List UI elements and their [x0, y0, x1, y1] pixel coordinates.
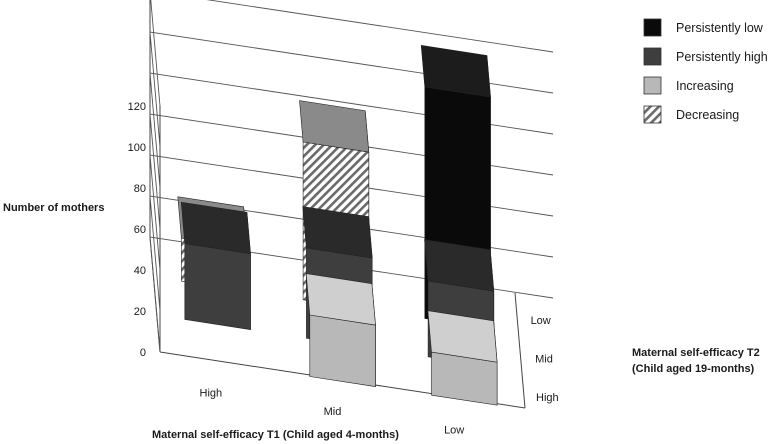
gridline	[149, 195, 554, 312]
gridline	[150, 0, 554, 107]
bar-front-face	[184, 243, 251, 330]
x-tick-label: Low	[444, 425, 464, 437]
bars	[177, 45, 498, 406]
legend-swatch	[643, 76, 662, 95]
bar-front-face	[309, 314, 376, 387]
x-tick-label: Mid	[324, 406, 342, 418]
z-tick-label: Mid	[535, 354, 553, 366]
bar-top-face	[305, 273, 376, 326]
legend-label: Increasing	[676, 79, 734, 93]
z-axis-title-line1: Maternal self-efficacy T2	[632, 347, 760, 359]
z-axis-title-line2: (Child aged 19-months)	[632, 363, 755, 375]
x-tick-label: High	[200, 387, 223, 399]
bar	[180, 201, 251, 330]
legend: Persistently low Persistently high Increas…	[643, 18, 768, 124]
gridline	[149, 72, 554, 189]
y-axis-ticks: 0 20 40 60 80 100 120	[128, 0, 554, 359]
legend-swatch	[643, 18, 662, 37]
gridline	[149, 236, 554, 353]
legend-swatch	[643, 47, 662, 66]
y-tick-label: 100	[128, 142, 146, 154]
bar	[305, 273, 376, 387]
z-axis-line	[514, 292, 526, 409]
bar	[427, 310, 498, 406]
gridline	[149, 113, 554, 230]
gridline	[149, 31, 554, 148]
category-tick-labels: High Mid Low High Mid Low	[200, 315, 559, 437]
legend-label: Decreasing	[676, 108, 739, 122]
legend-label: Persistently high	[676, 50, 768, 64]
bar-top-face	[424, 239, 495, 292]
y-tick-label: 20	[134, 306, 146, 318]
bar-top-face	[299, 100, 370, 153]
bar-top-face	[420, 45, 491, 98]
y-tick-label: 60	[134, 224, 146, 236]
gridline	[149, 154, 554, 271]
bar-top-face	[180, 201, 251, 255]
y-tick-label: 80	[134, 183, 146, 195]
legend-label: Persistently low	[676, 21, 764, 35]
y-tick-label: 40	[134, 265, 146, 277]
z-tick-label: High	[536, 392, 559, 404]
y-tick-label: 0	[140, 347, 146, 359]
y-axis-title: Number of mothers	[3, 202, 104, 214]
bar-top-face	[427, 310, 498, 363]
x-axis-title: Maternal self-efficacy T1 (Child aged 4-…	[152, 429, 399, 441]
z-tick-label: Low	[531, 315, 551, 327]
legend-swatch	[643, 105, 662, 124]
y-tick-label: 120	[128, 101, 146, 113]
bar-top-face	[302, 206, 373, 259]
